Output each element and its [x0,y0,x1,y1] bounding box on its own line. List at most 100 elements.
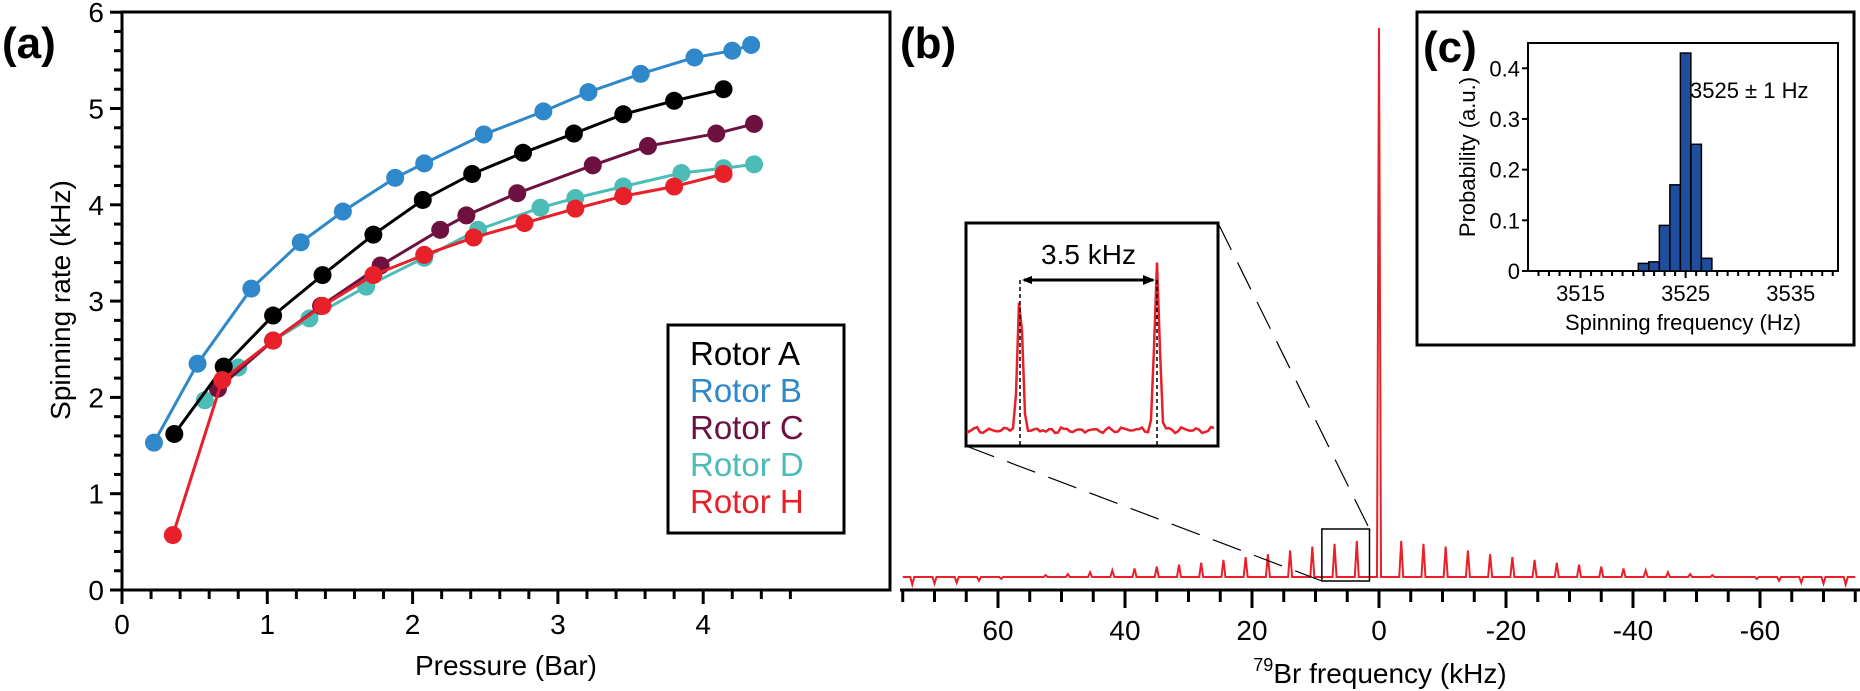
data-point [165,424,184,443]
panel-a-x-axis-title: Pressure (Bar) [415,650,597,681]
panel-b: (b) 60 40 20 0 -20 -40 -60 3.5 kHz 79Br freque… [900,19,1860,689]
x-tick-label: -40 [1613,615,1653,646]
data-point [144,433,163,452]
panel-a-x-axis: 0 1 2 3 4 [114,590,792,640]
panel-b-label: (b) [900,19,956,68]
y-tick-label: 3 [88,286,104,317]
data-point [566,199,585,218]
y-tick-label: 0.4 [1489,56,1520,81]
data-point [723,41,742,60]
panel-a: (a) 0 1 2 3 4 5 6 0 1 2 3 4 Pressure (Bar) Spinnin… [2,0,892,681]
data-point [213,371,232,390]
data-point [264,306,283,325]
data-point [631,64,650,83]
panel-c-y-axis-title: Probability (a.u.) [1455,77,1480,237]
data-point [508,184,527,203]
data-point [333,202,352,221]
data-point [188,354,207,373]
y-tick-label: 6 [88,0,104,28]
x-tick-label: -60 [1740,615,1780,646]
data-point [313,296,332,315]
x-tick-label: 3525 [1661,281,1710,306]
panel-a-series [144,35,764,545]
histogram-bar [1648,261,1661,272]
y-tick-label: 0.3 [1489,107,1520,132]
data-point [745,155,764,174]
panel-c-y-axis: 0 0.1 0.2 0.3 0.4 [1489,56,1528,284]
panel-c-frame [1415,10,1856,347]
zoom-connector-line [965,445,1323,582]
histogram-bar [1700,257,1713,272]
data-point [534,102,553,121]
legend-entry-rotor-h: Rotor H [690,483,804,520]
data-point [579,83,598,102]
data-point [463,164,482,183]
data-point [474,125,493,144]
histogram-annotation: 3525 ± 1 Hz [1690,78,1808,103]
panel-c: (c) 0 0.1 0.2 0.3 0.4 3515 3525 3535 3525 ± 1 … [1415,10,1856,347]
panel-a-y-axis-title: Spinning rate (kHz) [45,180,76,420]
x-tick-label: 20 [1236,615,1267,646]
data-point [614,105,633,124]
inset-spectrum-line [966,262,1215,435]
x-tick-label: 3515 [1556,281,1605,306]
data-point [531,198,550,217]
data-point [313,266,332,285]
series-rotor-h [163,164,733,545]
histogram-bar [1669,184,1682,272]
data-point [464,228,483,247]
zoom-connector-line [1217,222,1371,530]
histogram-bar [1637,262,1650,272]
data-point [672,164,691,183]
data-point [583,156,602,175]
y-tick-label: 0 [1508,259,1520,284]
data-point [665,177,684,196]
y-tick-label: 0.2 [1489,158,1520,183]
x-tick-label: -20 [1486,615,1526,646]
data-point [291,233,310,252]
x-tick-label: 4 [695,609,711,640]
x-tick-label: 40 [1109,615,1140,646]
data-point [685,48,704,67]
data-point [195,391,214,410]
legend-box [666,323,846,535]
data-point [386,168,405,187]
data-point [415,154,434,173]
panel-b-x-axis: 60 40 20 0 -20 -40 -60 [901,590,1857,646]
panel-c-label: (c) [1423,23,1477,72]
legend-entry-rotor-b: Rotor B [690,372,802,409]
y-tick-label: 1 [88,479,104,510]
y-tick-label: 4 [88,190,104,221]
x-tick-label: 60 [982,615,1013,646]
data-point [742,35,761,54]
x-axis-title-text: Br frequency (kHz) [1273,658,1506,689]
inset-frame [964,221,1220,448]
data-point [431,220,450,239]
data-point [364,266,383,285]
series-rotor-b [144,35,761,452]
data-point [515,214,534,233]
panel-b-x-axis-title: 79Br frequency (kHz) [1253,655,1506,689]
y-tick-label: 5 [88,94,104,125]
data-point [457,206,476,225]
data-point [242,279,261,298]
x-tick-label: 0 [1371,615,1387,646]
panel-c-x-axis: 3515 3525 3535 [1537,271,1834,306]
panel-a-label: (a) [2,19,56,68]
spectrum-line [902,27,1856,589]
data-point [614,187,633,206]
inset-spacing-label: 3.5 kHz [1041,239,1136,270]
legend-entry-rotor-c: Rotor C [690,409,804,446]
data-point [745,114,764,133]
data-point [163,526,182,545]
data-point [415,245,434,264]
legend-entry-rotor-d: Rotor D [690,446,804,483]
data-point [300,309,319,328]
legend: Rotor A Rotor B Rotor C Rotor D Rotor H [666,323,846,535]
histogram-bar [1690,143,1703,272]
x-tick-label: 3535 [1766,281,1815,306]
superscript-79: 79 [1253,655,1273,675]
histogram-bar [1658,224,1671,272]
x-tick-label: 0 [114,609,130,640]
